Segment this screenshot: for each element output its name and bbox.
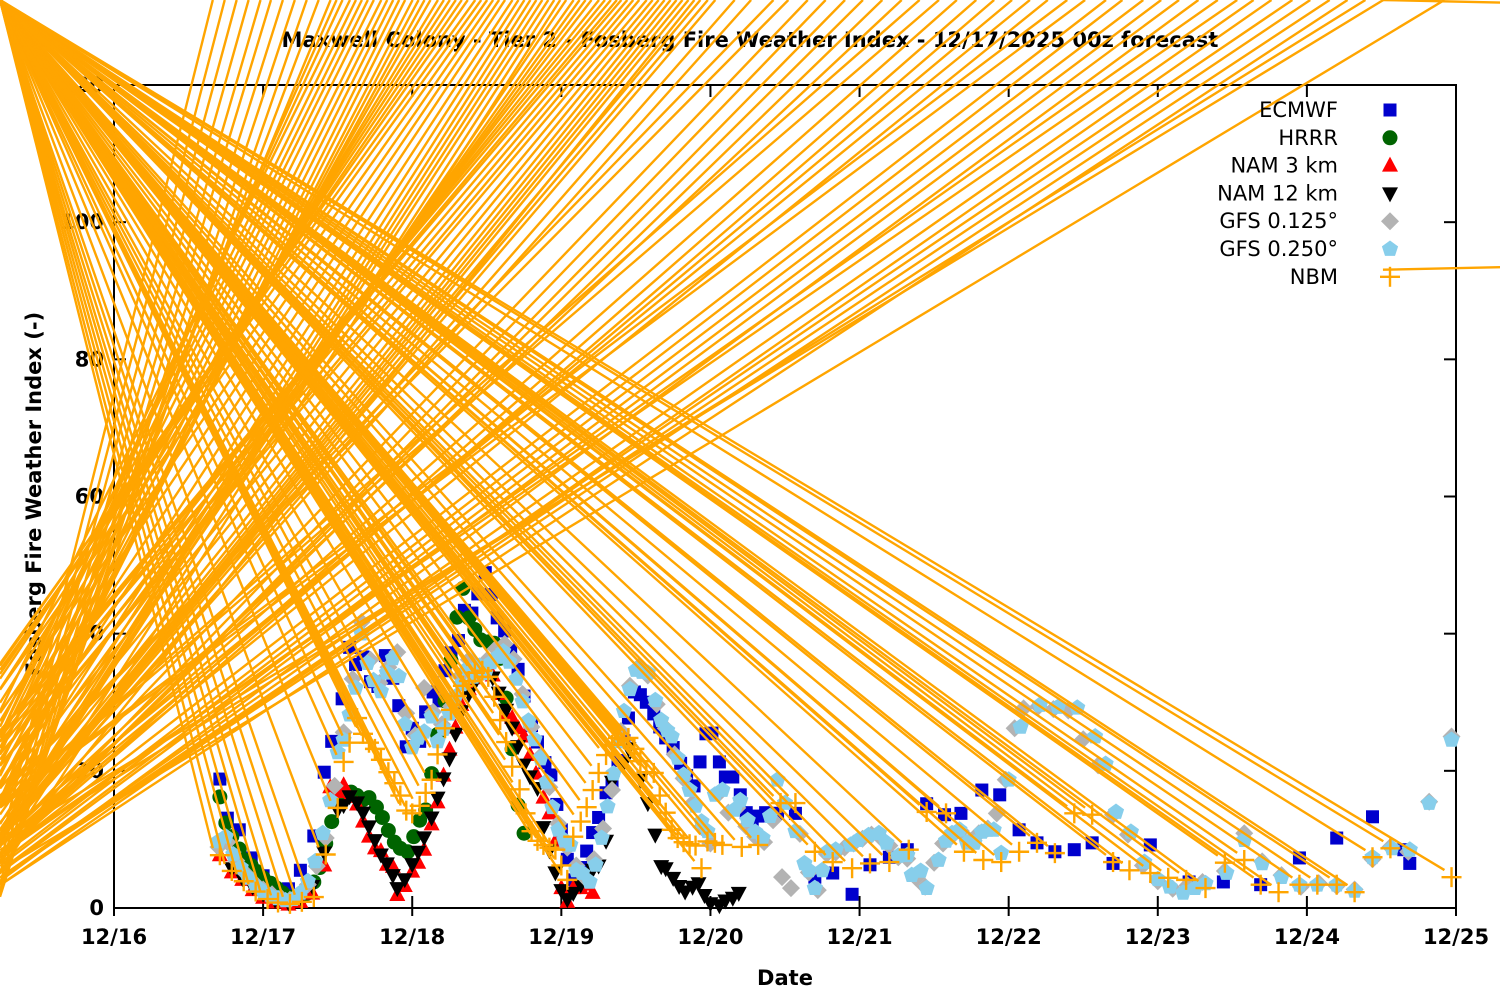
legend-marker-diamond-icon xyxy=(1381,212,1399,231)
legend-label-gfs-0-125-: GFS 0.125° xyxy=(1219,209,1338,233)
x-tick-label: 12/22 xyxy=(976,925,1042,949)
legend: ECMWF HRRR NAM 3 km NAM 12 km GFS 0.125° GFS … xyxy=(1217,0,1500,289)
legend-label-nam-12-km: NAM 12 km xyxy=(1217,181,1338,205)
legend-label-gfs-0-250-: GFS 0.250° xyxy=(1219,237,1338,261)
legend-marker-pentagon-icon xyxy=(1381,240,1399,256)
x-tick-label: 12/23 xyxy=(1125,925,1191,949)
x-tick-label: 12/25 xyxy=(1423,925,1489,949)
x-tick-label: 12/19 xyxy=(528,925,594,949)
legend-label-nam-3-km: NAM 3 km xyxy=(1230,154,1338,178)
series-nbm xyxy=(0,0,1462,914)
legend-label-ecmwf: ECMWF xyxy=(1259,98,1338,122)
x-axis-label: Date xyxy=(757,966,813,990)
legend-marker-triangle-down-icon xyxy=(1382,187,1398,203)
x-tick-label: 12/17 xyxy=(230,925,296,949)
x-tick-label: 12/20 xyxy=(677,925,743,949)
legend-marker-asterisk-icon xyxy=(1380,0,1500,287)
legend-label-hrrr: HRRR xyxy=(1278,126,1338,150)
x-tick-label: 12/24 xyxy=(1274,925,1340,949)
legend-marker-square-icon xyxy=(1383,103,1397,117)
legend-marker-triangle-up-icon xyxy=(1382,156,1398,172)
x-tick-label: 12/18 xyxy=(379,925,445,949)
legend-label-nbm: NBM xyxy=(1290,265,1338,289)
x-tick-label: 12/21 xyxy=(826,925,892,949)
legend-marker-circle-icon xyxy=(1382,130,1398,146)
x-tick-label: 12/16 xyxy=(81,925,147,949)
y-tick-label: 0 xyxy=(89,896,104,920)
